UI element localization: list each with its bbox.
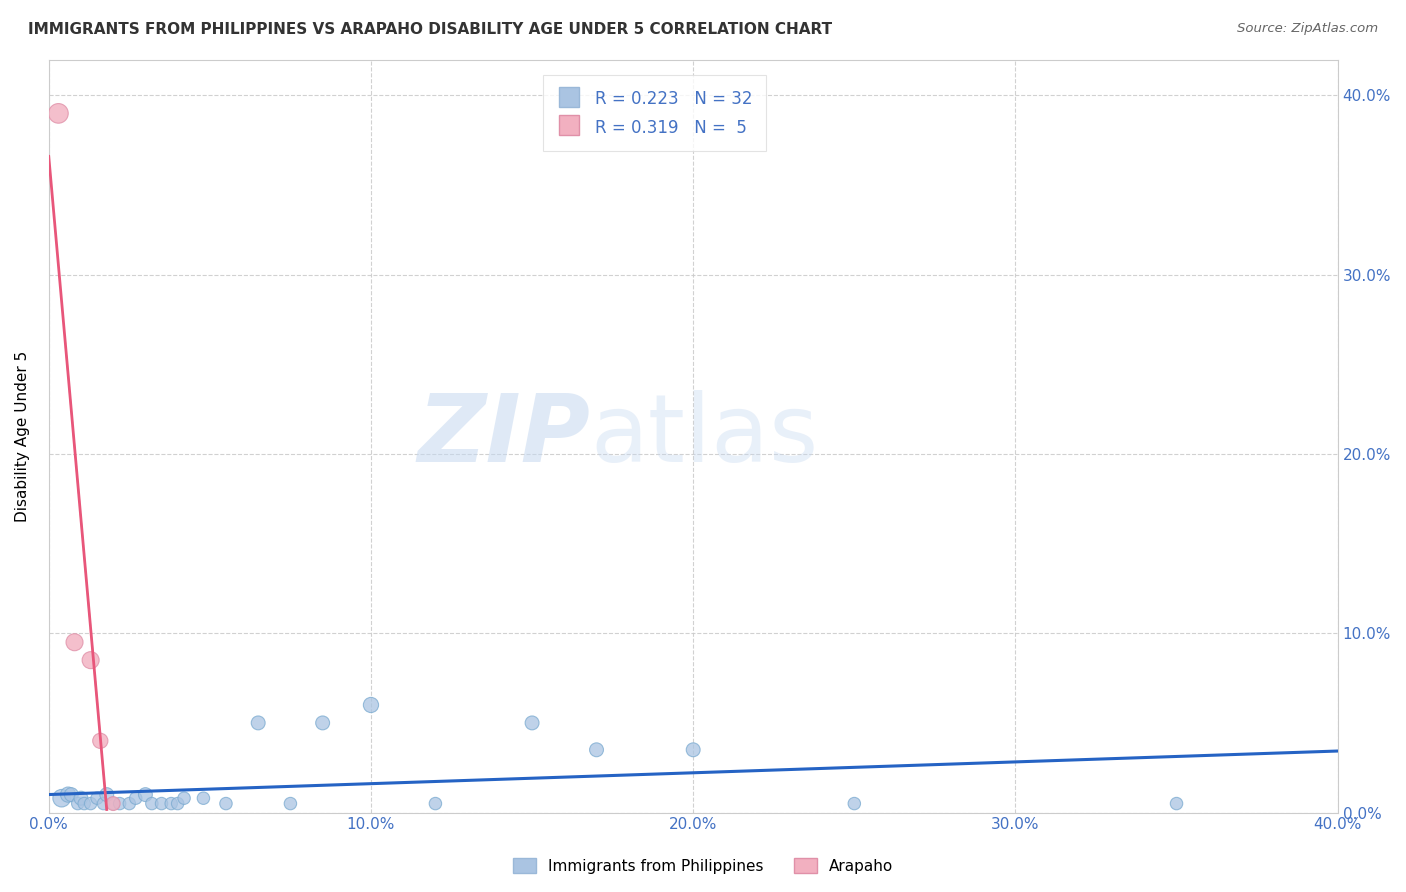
Point [160,797,183,811]
Point [63,635,86,649]
Point [103,797,125,811]
Text: ZIP: ZIP [418,390,591,482]
Point [73,797,96,811]
Point [108,797,131,811]
Point [89,734,111,748]
Point [311,715,333,730]
Point [56,788,79,802]
Point [425,797,447,811]
Text: atlas: atlas [591,390,818,482]
Point [141,797,163,811]
Point [150,797,173,811]
Point [520,715,543,730]
Point [79,797,101,811]
Point [103,797,125,811]
Point [66,797,89,811]
Text: IMMIGRANTS FROM PHILIPPINES VS ARAPAHO DISABILITY AGE UNDER 5 CORRELATION CHART: IMMIGRANTS FROM PHILIPPINES VS ARAPAHO D… [28,22,832,37]
Point [134,788,156,802]
Point [215,797,238,811]
Point [844,797,866,811]
Point [51,791,73,805]
Point [280,797,302,811]
Point [173,791,195,805]
Legend: R = 0.223   N = 32, R = 0.319   N =  5: R = 0.223 N = 32, R = 0.319 N = 5 [543,76,766,151]
Point [118,797,141,811]
Point [360,698,382,712]
Point [86,791,108,805]
Text: Source: ZipAtlas.com: Source: ZipAtlas.com [1237,22,1378,36]
Point [193,791,215,805]
Point [125,791,148,805]
Point [48,106,70,120]
Point [93,797,115,811]
Point [585,743,607,757]
Point [166,797,188,811]
Point [79,653,101,667]
Point [96,788,118,802]
Legend: Immigrants from Philippines, Arapaho: Immigrants from Philippines, Arapaho [506,852,900,880]
Point [60,788,83,802]
Point [682,743,704,757]
Point [1166,797,1188,811]
Y-axis label: Disability Age Under 5: Disability Age Under 5 [15,351,30,522]
Point [70,791,93,805]
Point [247,715,270,730]
